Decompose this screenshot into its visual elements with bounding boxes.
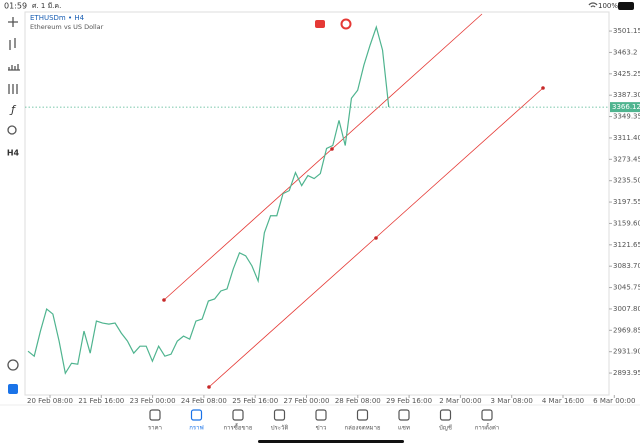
symbol-description: Ethereum vs US Dollar [30, 23, 104, 31]
x-tick-label: 2 Mar 00:00 [439, 397, 481, 405]
x-tick-label: 25 Feb 16:00 [232, 397, 278, 405]
tab-icon [190, 409, 203, 421]
battery-icon [618, 2, 634, 10]
search-tool[interactable] [7, 359, 19, 371]
current-price-label: 3366.12 [612, 103, 640, 111]
anchor-point[interactable] [541, 86, 545, 90]
y-tick-label: 3349.35 [613, 113, 640, 121]
tab-label[interactable]: กราฟ [189, 425, 203, 432]
tab-icon [481, 409, 493, 421]
trend-line[interactable] [163, 13, 483, 301]
left-toolbar: ƒ H4 [7, 17, 20, 394]
settings-tool[interactable] [8, 84, 18, 94]
y-tick-label: 3159.60 [613, 219, 640, 227]
x-tick-label: 20 Feb 08:00 [27, 397, 73, 405]
y-tick-label: 3387.30 [613, 91, 640, 99]
y-tick-label: 3311.40 [613, 134, 640, 142]
tab-icon [398, 409, 410, 421]
tab-label[interactable]: แชท [398, 425, 410, 432]
x-tick-label: 6 Mar 00:00 [593, 397, 635, 405]
buy-button[interactable] [340, 18, 352, 30]
x-tick-label: 21 Feb 16:00 [78, 397, 124, 405]
sell-button[interactable] [315, 20, 325, 28]
y-tick-label: 2969.85 [613, 326, 640, 334]
tab-items: ราคา กราฟ การซื้อขาย ประวัติ ข่าว กล่องจดหมาย… [148, 409, 499, 432]
anchor-point[interactable] [207, 385, 211, 389]
status-date: ศ. 1 มี.ค. [32, 2, 61, 10]
y-tick-label: 3501.15 [613, 27, 640, 35]
y-tick-label: 3121.65 [613, 241, 640, 249]
current-price-box [610, 102, 640, 113]
timeframe-button[interactable]: H4 [7, 149, 20, 158]
tab-label[interactable]: ประวัติ [271, 425, 289, 432]
y-tick-label: 3083.70 [613, 262, 640, 270]
x-tick-label: 29 Feb 16:00 [386, 397, 432, 405]
chart-type-tool[interactable] [8, 64, 20, 71]
y-tick-label: 3273.45 [613, 155, 640, 163]
trend-lines [162, 13, 545, 389]
symbol-title[interactable]: ETHUSDm • H4 [30, 14, 85, 22]
chart-layer: 3501.15 3463.2 3425.25 3387.30 3349.35 3311.4… [25, 24, 640, 405]
y-tick-label: 2893.95 [613, 369, 640, 377]
tab-icon [315, 409, 327, 421]
price-line [27, 24, 390, 375]
anchor-point[interactable] [374, 236, 378, 240]
crosshair-tool[interactable] [8, 17, 18, 27]
tab-icon [149, 409, 161, 421]
tab-label[interactable]: กล่องจดหมาย [344, 425, 380, 432]
y-tick-label: 3463.2 [613, 48, 638, 56]
anchor-point[interactable] [162, 298, 166, 302]
y-tick-label: 3425.25 [613, 70, 640, 78]
x-tick-label: 28 Feb 08:00 [335, 397, 381, 405]
tab-label[interactable]: ราคา [148, 425, 162, 432]
trade-tool[interactable] [8, 384, 18, 394]
tab-icon [439, 409, 452, 421]
status-battery: 100% [598, 2, 618, 10]
y-tick-label: 3235.50 [613, 177, 640, 185]
y-tick-label: 3045.75 [613, 284, 640, 292]
y-tick-label: 3197.55 [613, 198, 640, 206]
x-tick-label: 27 Feb 00:00 [284, 397, 330, 405]
tab-label[interactable]: การซื้อขาย [224, 422, 253, 432]
anchor-point[interactable] [330, 147, 334, 151]
tab-label[interactable]: การตั้งค่า [475, 422, 499, 432]
indicator-tool[interactable] [9, 38, 16, 50]
x-tick-label: 23 Feb 00:00 [130, 397, 176, 405]
status-time: 01:59 [4, 2, 27, 11]
plot-frame [24, 11, 610, 396]
x-tick-label: 4 Mar 16:00 [542, 397, 584, 405]
x-tick-label: 3 Mar 08:00 [491, 397, 533, 405]
y-tick-label: 3007.80 [613, 305, 640, 313]
tab-label[interactable]: ข่าว [316, 425, 327, 432]
tab-icon [232, 409, 244, 421]
tab-icon [273, 409, 286, 421]
function-tool[interactable]: ƒ [9, 103, 17, 116]
y-tick-label: 2931.90 [613, 348, 640, 356]
objects-tool[interactable] [7, 125, 17, 135]
home-indicator [258, 440, 404, 443]
tab-label[interactable]: บัญชี [439, 424, 452, 432]
x-tick-label: 24 Feb 08:00 [181, 397, 227, 405]
tab-icon [356, 409, 369, 421]
wifi-icon [588, 2, 598, 8]
